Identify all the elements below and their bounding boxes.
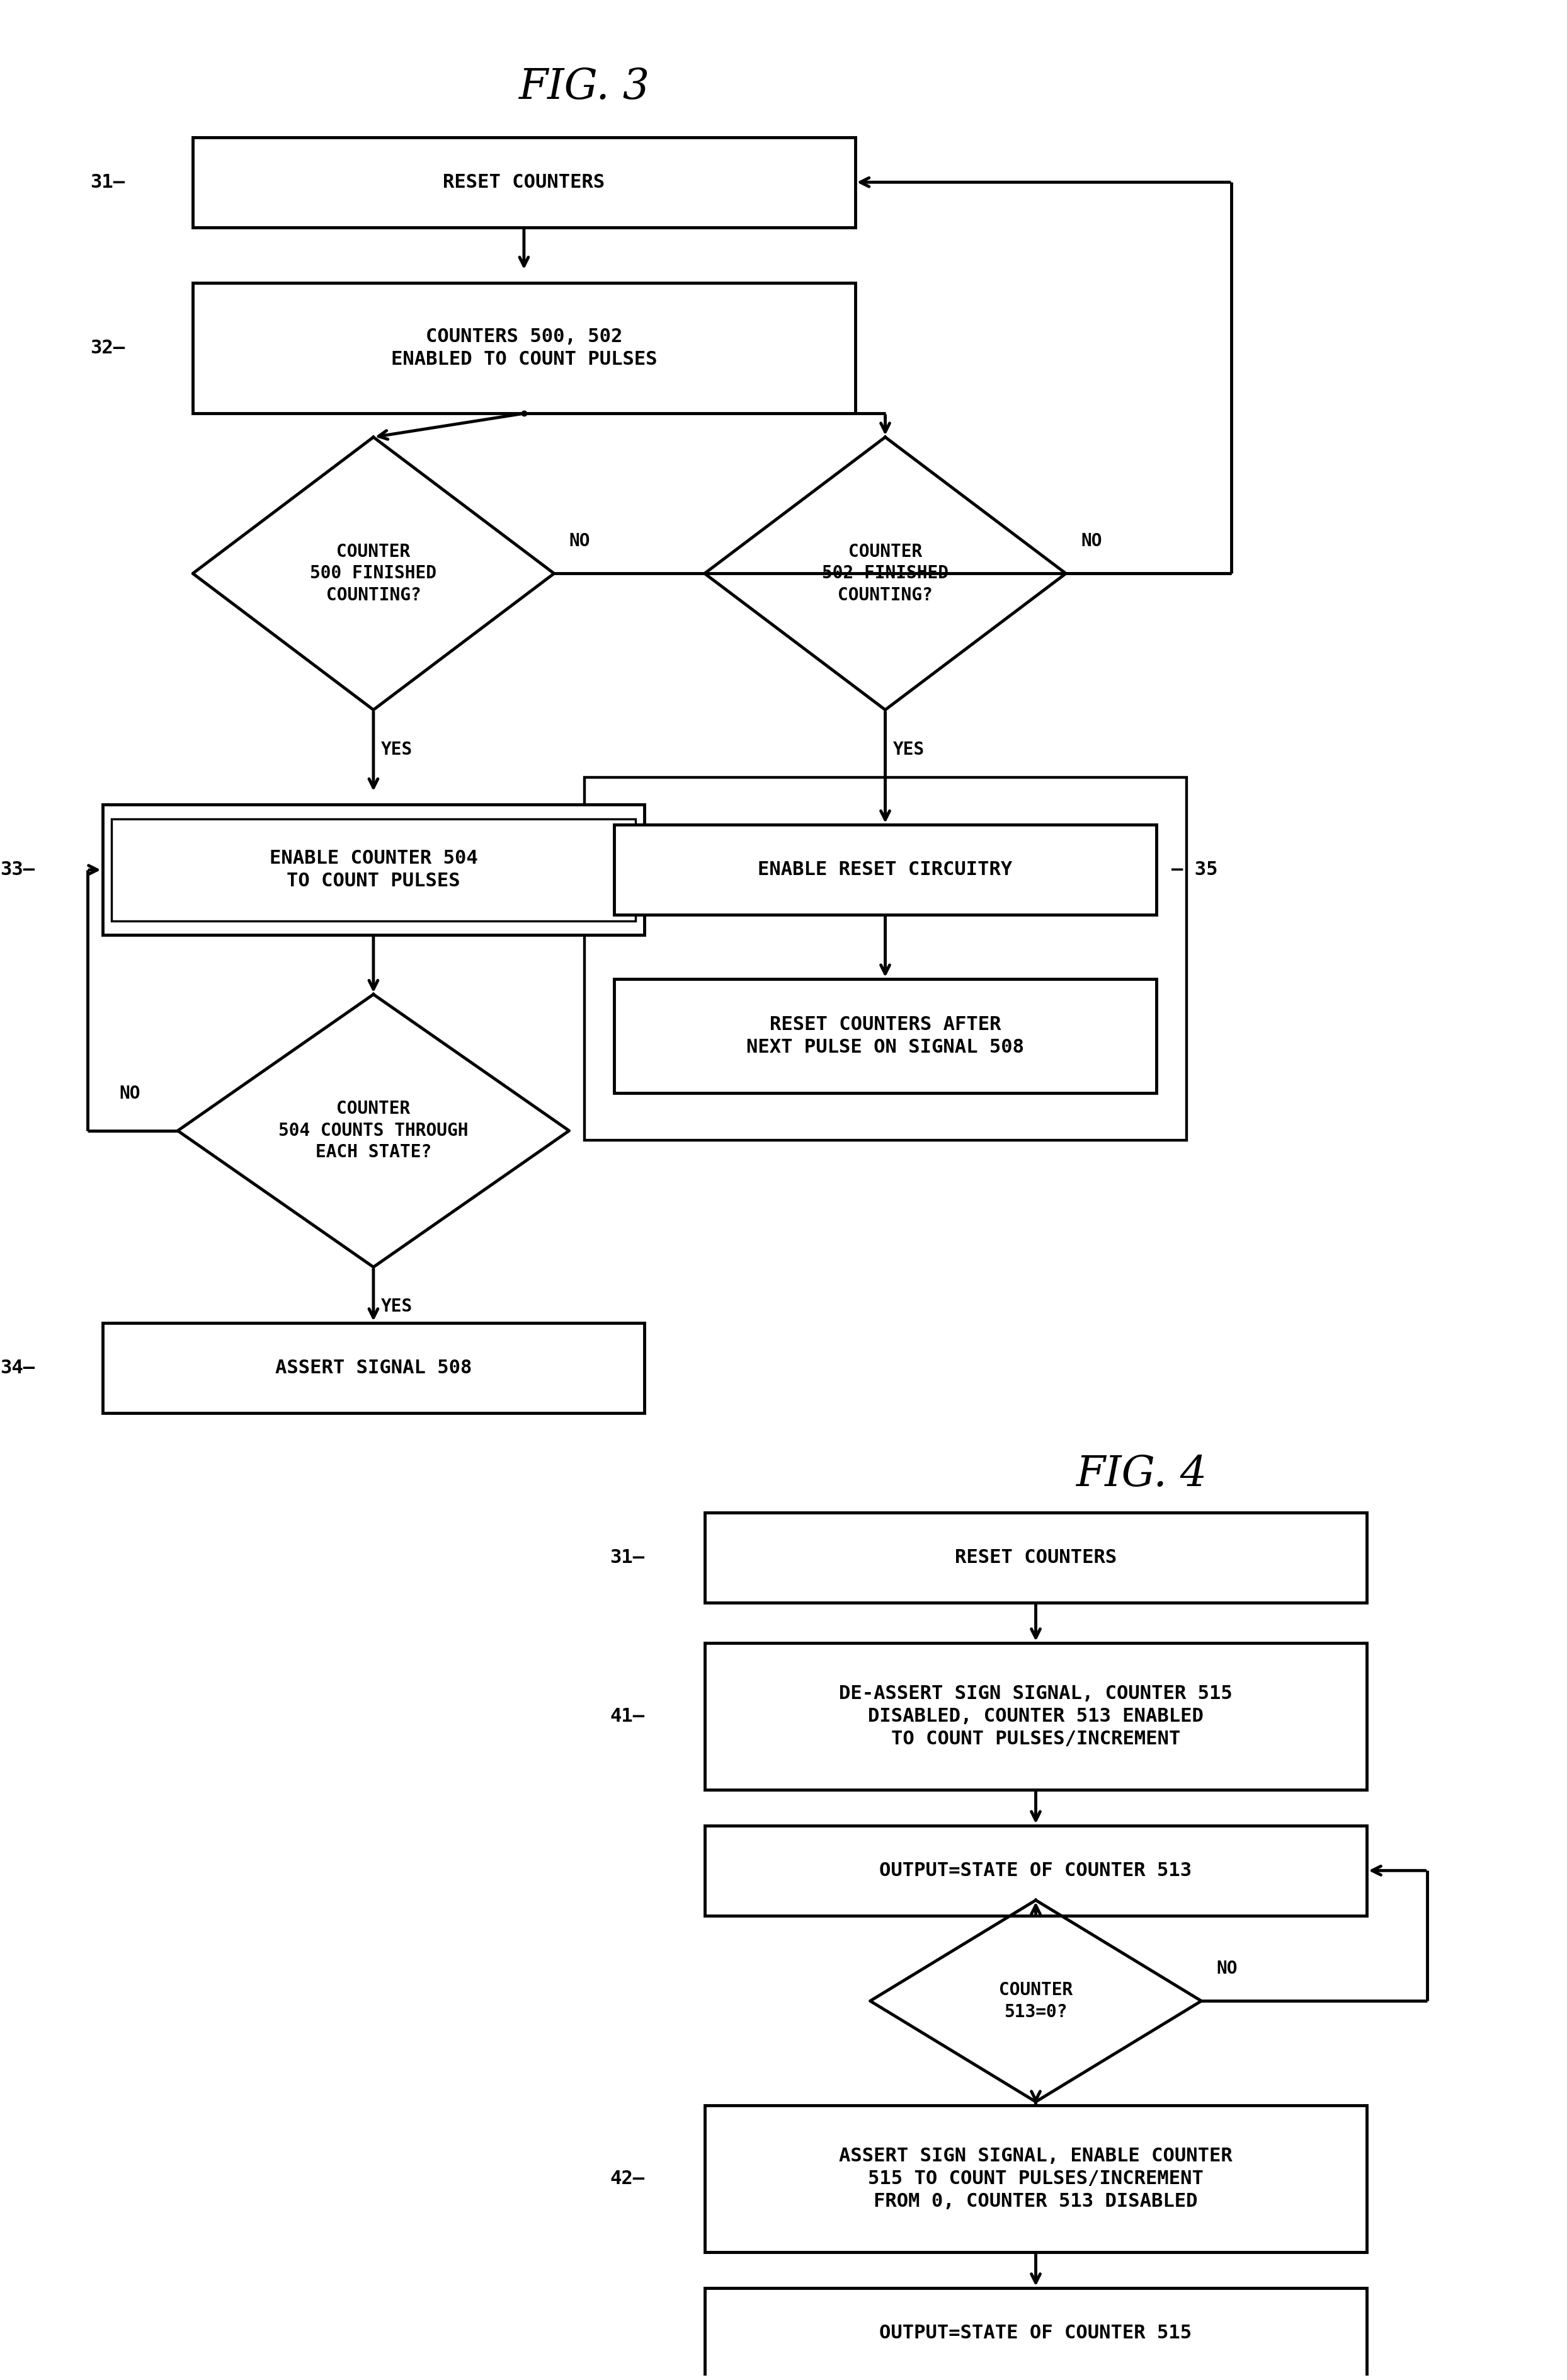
Text: COUNTER
504 COUNTS THROUGH
EACH STATE?: COUNTER 504 COUNTS THROUGH EACH STATE? [279,1100,469,1161]
Text: 33—: 33— [0,862,34,878]
Polygon shape [193,438,555,709]
Text: OUTPUT=STATE OF COUNTER 513: OUTPUT=STATE OF COUNTER 513 [879,1861,1192,1880]
Bar [705,2287,1366,2378]
Text: ASSERT SIGNAL 508: ASSERT SIGNAL 508 [276,1359,472,1378]
Bar [111,819,635,921]
Bar [614,826,1156,914]
Text: FIG. 3: FIG. 3 [519,67,650,107]
Bar [193,138,856,226]
Bar [584,778,1186,1140]
Text: YES: YES [381,1297,412,1316]
Text: COUNTERS 500, 502
ENABLED TO COUNT PULSES: COUNTERS 500, 502 ENABLED TO COUNT PULSE… [390,328,657,369]
Text: 41—: 41— [610,1706,644,1726]
Bar [705,1642,1366,1790]
Text: YES: YES [1044,2125,1075,2142]
Bar [614,978,1156,1092]
Text: DE-ASSERT SIGN SIGNAL, COUNTER 515
DISABLED, COUNTER 513 ENABLED
TO COUNT PULSES: DE-ASSERT SIGN SIGNAL, COUNTER 515 DISAB… [838,1685,1233,1749]
Text: 34—: 34— [0,1359,34,1378]
Text: RESET COUNTERS AFTER
NEXT PULSE ON SIGNAL 508: RESET COUNTERS AFTER NEXT PULSE ON SIGNA… [746,1016,1025,1057]
Text: COUNTER
500 FINISHED
COUNTING?: COUNTER 500 FINISHED COUNTING? [310,543,437,605]
Text: YES: YES [893,740,925,759]
Bar [193,283,856,414]
Text: YES: YES [381,740,412,759]
Text: 31—: 31— [610,1549,644,1566]
Bar [705,2106,1366,2251]
Text: NO: NO [569,533,591,550]
Text: COUNTER
502 FINISHED
COUNTING?: COUNTER 502 FINISHED COUNTING? [823,543,948,605]
Text: NO: NO [1081,533,1102,550]
Text: NO: NO [119,1085,139,1102]
Text: 31—: 31— [91,174,125,190]
Text: 32—: 32— [91,338,125,357]
Bar [705,1825,1366,1916]
Text: — 35: — 35 [1171,862,1218,878]
Text: OUTPUT=STATE OF COUNTER 515: OUTPUT=STATE OF COUNTER 515 [879,2323,1192,2342]
Bar [102,1323,644,1414]
Text: ENABLE RESET CIRCUITRY: ENABLE RESET CIRCUITRY [758,862,1012,878]
Text: RESET COUNTERS: RESET COUNTERS [443,174,605,190]
Text: ASSERT SIGN SIGNAL, ENABLE COUNTER
515 TO COUNT PULSES/INCREMENT
FROM 0, COUNTER: ASSERT SIGN SIGNAL, ENABLE COUNTER 515 T… [838,2147,1233,2211]
Polygon shape [705,438,1066,709]
Text: NO: NO [1216,1959,1238,1978]
Text: FIG. 4: FIG. 4 [1075,1454,1207,1495]
Text: ENABLE COUNTER 504
TO COUNT PULSES: ENABLE COUNTER 504 TO COUNT PULSES [270,850,478,890]
Bar [102,804,644,935]
Bar [705,1514,1366,1602]
Text: 42—: 42— [610,2171,644,2187]
Text: COUNTER
513=0?: COUNTER 513=0? [998,1980,1073,2021]
Polygon shape [177,995,569,1266]
Polygon shape [870,1899,1202,2102]
Text: RESET COUNTERS: RESET COUNTERS [954,1549,1117,1566]
